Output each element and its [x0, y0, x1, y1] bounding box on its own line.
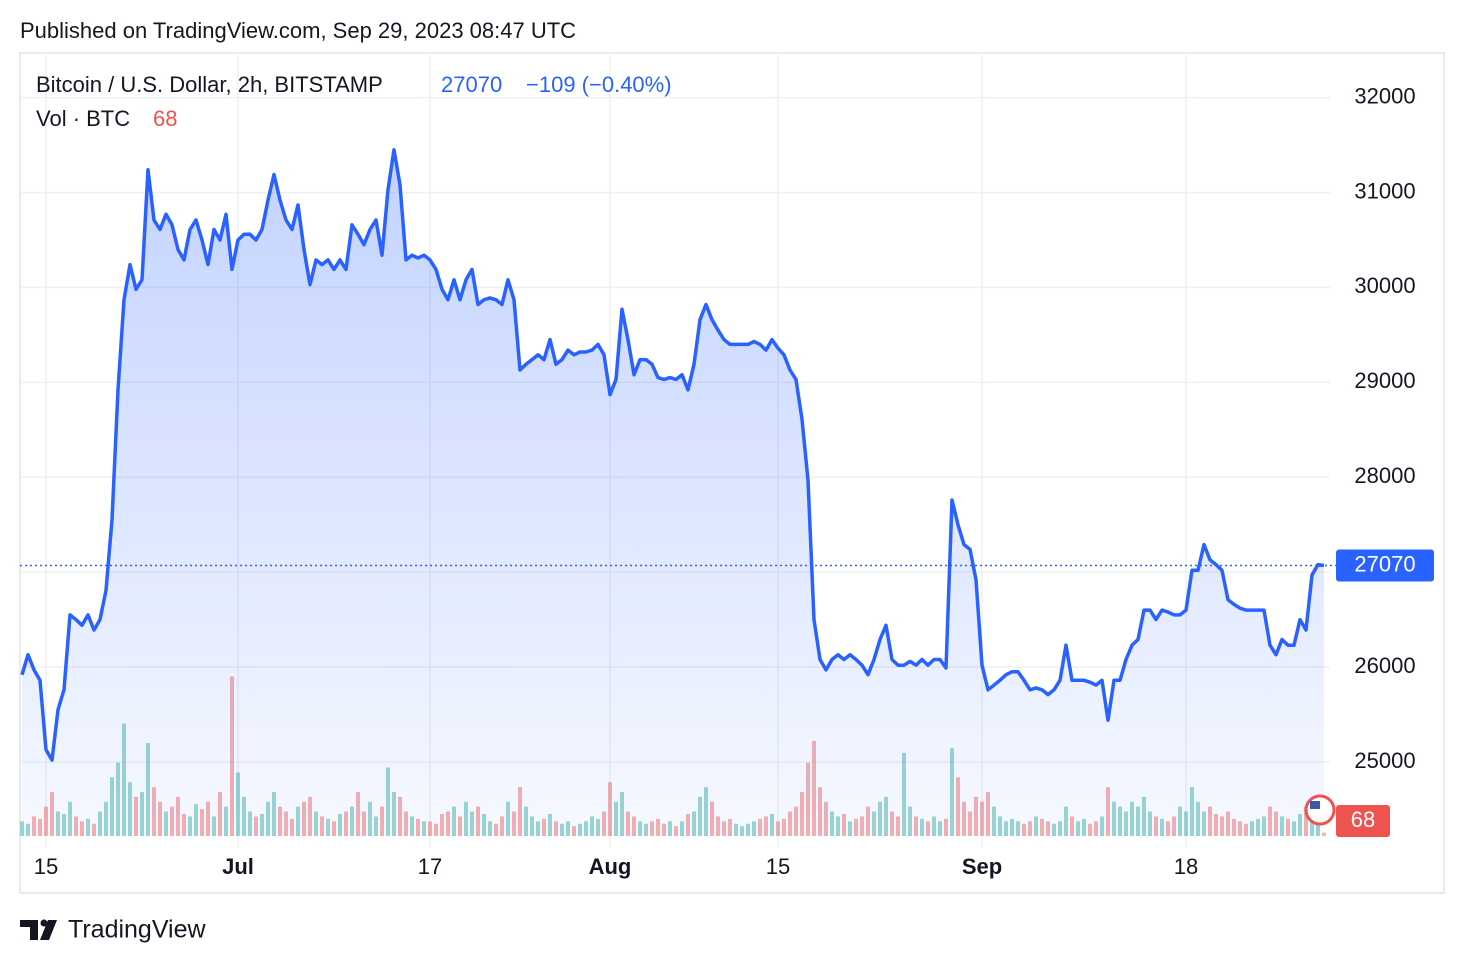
legend-volume: Vol · BTC: [36, 106, 130, 131]
x-tick-label: Sep: [962, 854, 1002, 879]
legend-price: 27070: [441, 72, 502, 97]
logo-dot: [40, 919, 48, 927]
volume-badge: [1336, 805, 1390, 837]
axis-layer: 2500026000270002800029000300003100032000…: [34, 83, 1434, 879]
legend-symbol: Bitcoin / U.S. Dollar, 2h, BITSTAMP: [36, 72, 383, 97]
x-tick-label: 17: [418, 854, 442, 879]
last-price-label: 27070: [1354, 551, 1415, 576]
tradingview-logo: [20, 919, 57, 940]
last-price-badge: [1336, 549, 1434, 582]
price-layer: [20, 148, 1336, 837]
published-header: Published on TradingView.com, Sep 29, 20…: [20, 18, 576, 43]
legend-volume-value: 68: [153, 106, 177, 131]
volume-badge-label: 68: [1351, 807, 1375, 832]
y-tick-label: 32000: [1354, 83, 1415, 108]
chart-frame: [19, 52, 1445, 894]
events-flag-canton: [1310, 801, 1320, 809]
price-line: [20, 148, 1325, 762]
logo-mark: [20, 920, 57, 940]
y-tick-label: 30000: [1354, 273, 1415, 298]
y-tick-label: 26000: [1354, 653, 1415, 678]
x-tick-label: Jul: [222, 854, 254, 879]
x-tick-label: 15: [766, 854, 790, 879]
footer-brand: TradingView: [68, 916, 207, 944]
x-tick-label: 18: [1174, 854, 1198, 879]
y-tick-label: 31000: [1354, 178, 1415, 203]
events-flag-icon: [1304, 794, 1336, 826]
y-tick-label: 28000: [1354, 463, 1415, 488]
x-tick-label: 15: [34, 854, 58, 879]
x-tick-label: Aug: [589, 854, 632, 879]
y-tick-label: 25000: [1354, 748, 1415, 773]
y-tick-label: 29000: [1354, 368, 1415, 393]
legend-change: −109 (−0.40%): [526, 72, 672, 97]
price-area: [22, 149, 1324, 837]
